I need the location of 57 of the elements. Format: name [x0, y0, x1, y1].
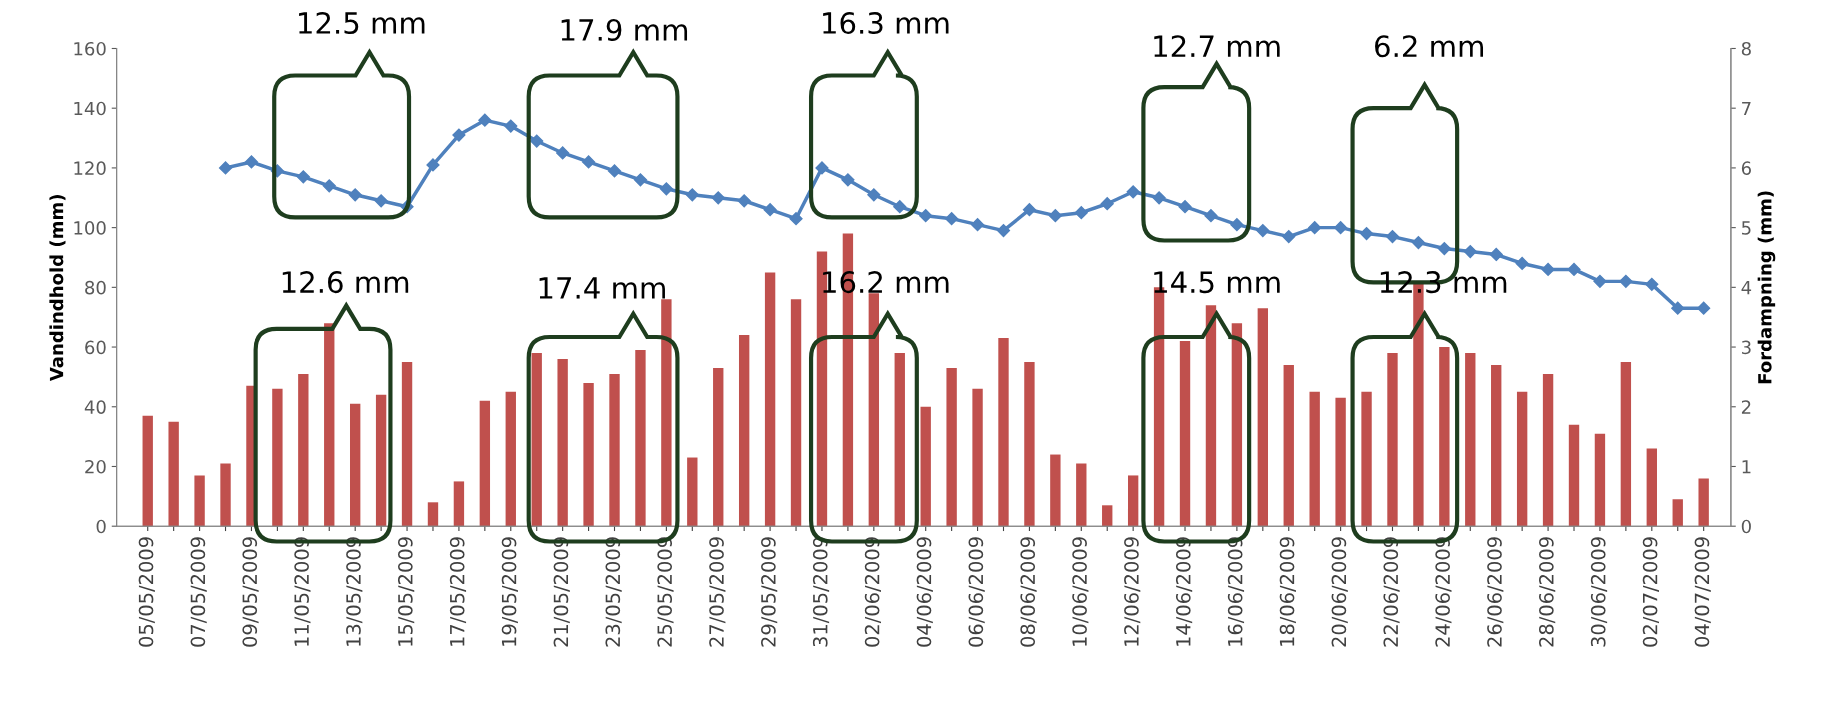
x-tick-label: 13/05/2009 — [346, 537, 363, 646]
y-axis-title: Vandindhold (mm) — [49, 195, 66, 382]
x-tick-label: 23/05/2009 — [605, 537, 622, 647]
x-tick-label: 26/06/2009 — [1487, 537, 1504, 647]
x-tick-label: 18/06/2009 — [1279, 537, 1296, 646]
x-tick-label: 10/06/2009 — [1072, 537, 1089, 646]
x-tick-label: 09/05/2009 — [242, 537, 259, 647]
y-tick-label: 100 — [74, 221, 106, 235]
y-tick-label: 80 — [85, 280, 106, 295]
x-tick-label: 22/06/2009 — [1383, 537, 1400, 647]
x-tick-label: 17/05/2009 — [449, 537, 467, 646]
annotation: 17.4 mm — [539, 277, 665, 299]
text: 16.3 mm — [823, 11, 949, 35]
annotation: 12.7 mm — [1154, 35, 1280, 57]
annotation: 6.2 mm — [1375, 35, 1484, 58]
x-tick-label: 04/07/2009 — [1694, 537, 1711, 647]
y-tick-label: 40 — [84, 400, 106, 414]
annotation: 14.5 mm — [1154, 271, 1280, 294]
x-tick-label: 08/06/2009 — [1020, 537, 1037, 647]
x-tick-label: 28/06/2009 — [1539, 537, 1556, 647]
x-tick-label: 14/06/2009 — [1175, 537, 1193, 646]
x-tick-label: 31/05/2009 — [812, 537, 830, 647]
y-tick-label: 120 — [74, 161, 106, 176]
y2-tick-label: 0 — [1741, 519, 1751, 534]
text: 12.5 mm — [299, 11, 425, 35]
x-tick-label: 25/05/2009 — [657, 537, 674, 647]
y2-tick-label: 5 — [1742, 221, 1751, 235]
y-tick-label: 0 — [96, 519, 106, 534]
y2-tick-label: 8 — [1741, 41, 1751, 56]
x-tick-label: 02/07/2009 — [1642, 537, 1659, 647]
x-tick-label: 21/05/2009 — [553, 537, 570, 647]
annotation: 12.6 mm — [282, 271, 409, 294]
x-tick-label: 05/05/2009 — [138, 537, 155, 647]
y2-tick-label: 7 — [1742, 101, 1751, 116]
y2-tick-label: 2 — [1741, 400, 1751, 414]
x-tick-label: 15/05/2009 — [397, 537, 415, 646]
x-tick-label: 07/05/2009 — [190, 537, 207, 647]
x-tick-label: 29/05/2009 — [761, 537, 778, 647]
x-tick-label: 27/05/2009 — [709, 537, 726, 647]
y2-tick-label: 4 — [1741, 281, 1752, 295]
y-tick-label: 160 — [74, 41, 106, 56]
x-tick-label: 02/06/2009 — [864, 537, 881, 647]
x-tick-label: 04/06/2009 — [916, 537, 933, 647]
x-tick-label: 30/06/2009 — [1590, 537, 1608, 647]
text: 17.9 mm — [561, 18, 688, 41]
x-tick-label: 12/06/2009 — [1124, 537, 1141, 646]
x-tick-label: 06/06/2009 — [968, 537, 985, 647]
y-tick-label: 140 — [74, 101, 106, 116]
y-tick-label: 60 — [85, 340, 106, 355]
y2-tick-label: 1 — [1742, 460, 1751, 474]
y-tick-label: 20 — [85, 459, 106, 474]
y2-axis-title: Fordampning (mm) — [1757, 191, 1776, 384]
x-tick-label: 19/05/2009 — [501, 537, 518, 646]
x-tick-label: 11/05/2009 — [294, 537, 311, 646]
y2-tick-label: 6 — [1741, 161, 1751, 176]
y2-tick-label: 3 — [1742, 340, 1751, 355]
x-tick-label: 20/06/2009 — [1331, 537, 1348, 647]
